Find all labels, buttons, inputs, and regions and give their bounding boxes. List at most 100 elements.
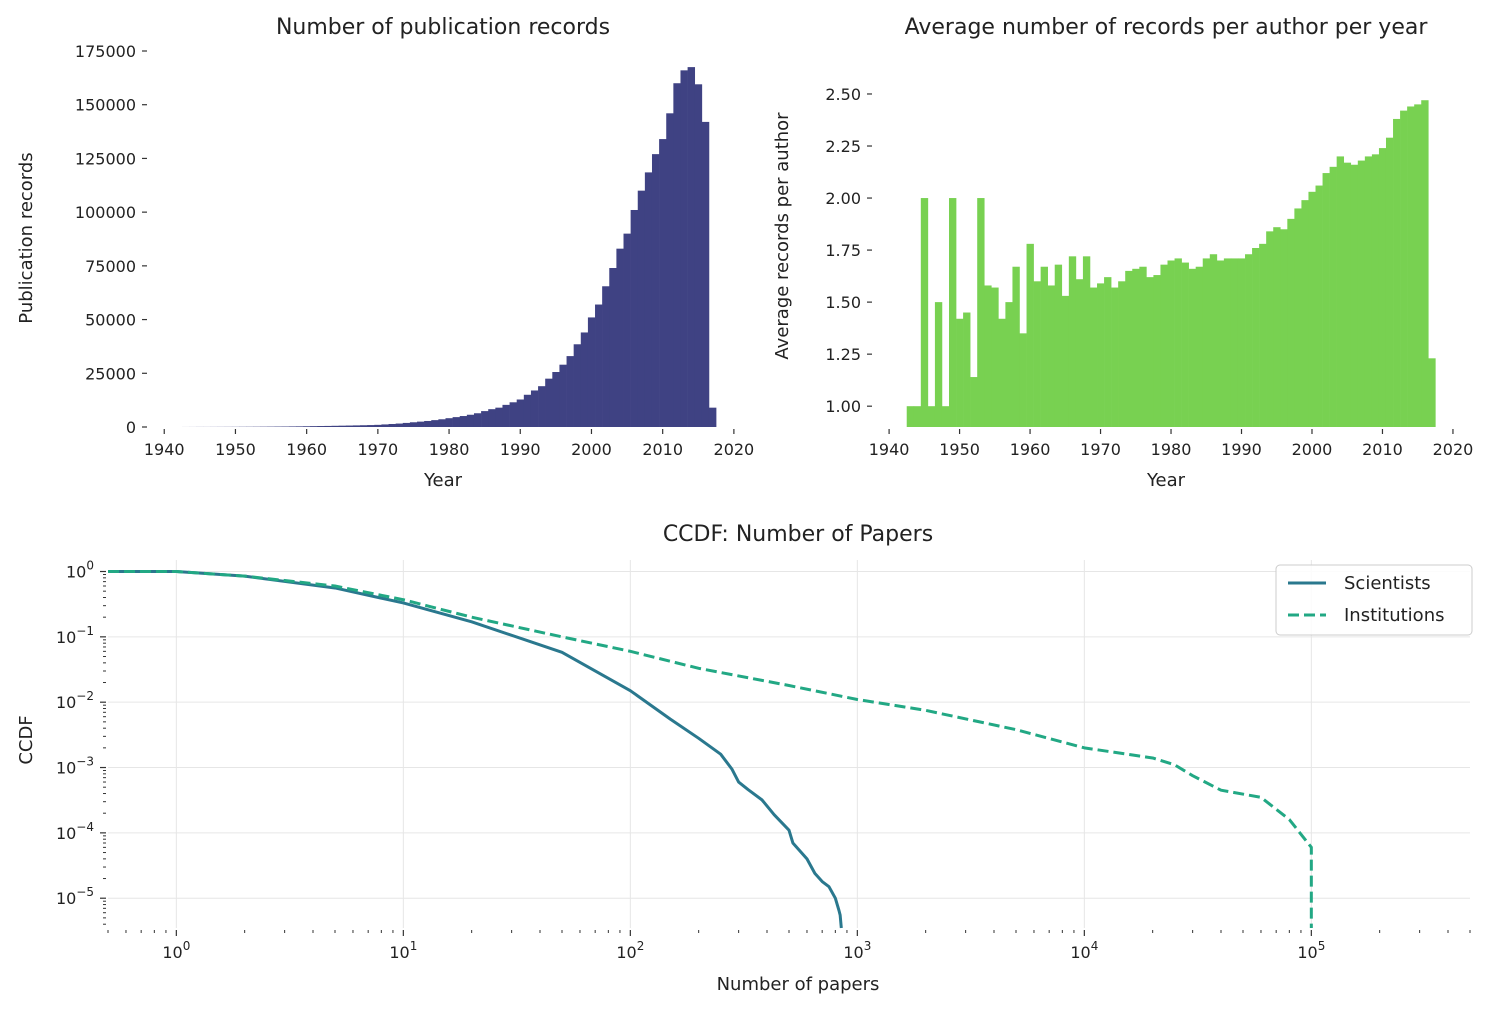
bar	[516, 399, 525, 427]
bar	[616, 248, 624, 427]
bar	[595, 304, 603, 427]
bar	[424, 420, 432, 427]
y-tick-label: 0	[126, 418, 136, 437]
x-tick-label: 2000	[571, 440, 612, 459]
bar	[310, 426, 318, 427]
y-tick-label: 1.00	[825, 397, 861, 416]
bar	[1181, 262, 1189, 427]
y-axis-label: Publication records	[16, 152, 37, 323]
x-tick-label: 2000	[1292, 440, 1333, 459]
bar	[623, 233, 631, 427]
bar	[970, 377, 978, 427]
bar	[523, 394, 532, 427]
y-tick-label: 2.25	[825, 137, 861, 156]
bar	[1414, 104, 1422, 427]
chart-title: Number of publication records	[276, 15, 610, 40]
series-line-scientists	[108, 570, 843, 929]
bar	[659, 139, 667, 427]
bar	[438, 419, 446, 427]
bar	[431, 420, 439, 427]
x-tick-label: 1970	[357, 440, 398, 459]
chart-title: Average number of records per author per…	[905, 15, 1429, 40]
bar	[1209, 254, 1218, 427]
x-tick-label: 1960	[1010, 440, 1051, 459]
y-tick-label: 50000	[85, 311, 136, 330]
x-tick-label: 104	[1070, 939, 1098, 962]
x-tick-label: 2010	[642, 440, 683, 459]
bar	[345, 425, 354, 427]
bar	[388, 423, 396, 427]
bar	[609, 268, 617, 427]
bar	[530, 390, 539, 427]
bar	[502, 404, 510, 427]
x-tick-label: 2020	[714, 440, 755, 459]
x-tick-label: 2010	[1362, 440, 1403, 459]
bar	[1054, 264, 1063, 427]
x-tick-label: 1980	[429, 440, 470, 459]
records-per-author-chart: Average number of records per author per…	[772, 15, 1473, 491]
bar	[538, 386, 546, 427]
bar	[1167, 260, 1175, 427]
bar-series	[906, 100, 1436, 428]
bar	[1202, 258, 1211, 427]
bar	[1421, 100, 1429, 427]
bar	[1139, 266, 1147, 427]
bar	[1378, 148, 1387, 427]
bar	[1132, 268, 1140, 427]
bar	[637, 190, 646, 427]
x-tick-label: 1960	[286, 440, 327, 459]
bar	[1301, 200, 1309, 427]
bar	[303, 426, 311, 427]
bar	[417, 421, 425, 427]
y-tick-label: 1.50	[825, 293, 861, 312]
bar	[545, 378, 553, 427]
bar	[906, 406, 915, 427]
bar	[587, 317, 596, 427]
bar	[1153, 275, 1161, 427]
bar	[295, 426, 304, 427]
bar	[1350, 164, 1359, 428]
bar	[317, 426, 325, 427]
minor-ticks	[103, 573, 1471, 933]
bar	[495, 407, 503, 427]
bar	[1075, 279, 1084, 427]
bar	[1273, 227, 1281, 427]
x-axis-label: Year	[423, 470, 463, 491]
bar	[445, 418, 453, 427]
legend: Scientists Institutions	[1275, 564, 1473, 636]
bar	[1005, 302, 1013, 427]
bar	[1343, 162, 1352, 427]
bar	[552, 372, 560, 427]
y-tick-label: 100	[66, 559, 94, 582]
bar	[1329, 166, 1337, 427]
bar	[338, 425, 347, 427]
bar	[1111, 287, 1119, 427]
bar	[920, 198, 929, 427]
bar	[1294, 208, 1302, 427]
bar	[963, 312, 971, 427]
y-tick-label: 10−4	[56, 820, 94, 843]
bar	[1308, 191, 1316, 427]
bar	[949, 198, 957, 427]
x-tick-label: 105	[1297, 939, 1325, 962]
series-line-institutions	[108, 570, 1313, 928]
bar	[573, 344, 582, 427]
bar	[1118, 281, 1126, 427]
x-axis-ticks: 100 101 102 103 104 105	[162, 930, 1325, 962]
y-tick-label: 150000	[75, 96, 136, 115]
bar	[1216, 260, 1225, 427]
y-tick-label: 125000	[75, 149, 136, 168]
bar	[1047, 285, 1056, 427]
bar	[580, 332, 589, 427]
bar	[559, 364, 567, 427]
bar	[1019, 333, 1027, 427]
bar	[352, 425, 361, 427]
bar	[1188, 268, 1196, 427]
x-tick-label: 101	[389, 939, 417, 962]
bar	[1146, 277, 1154, 427]
bar	[1393, 118, 1401, 427]
bar	[324, 425, 332, 427]
bar	[630, 209, 639, 427]
x-tick-label: 100	[162, 939, 190, 962]
